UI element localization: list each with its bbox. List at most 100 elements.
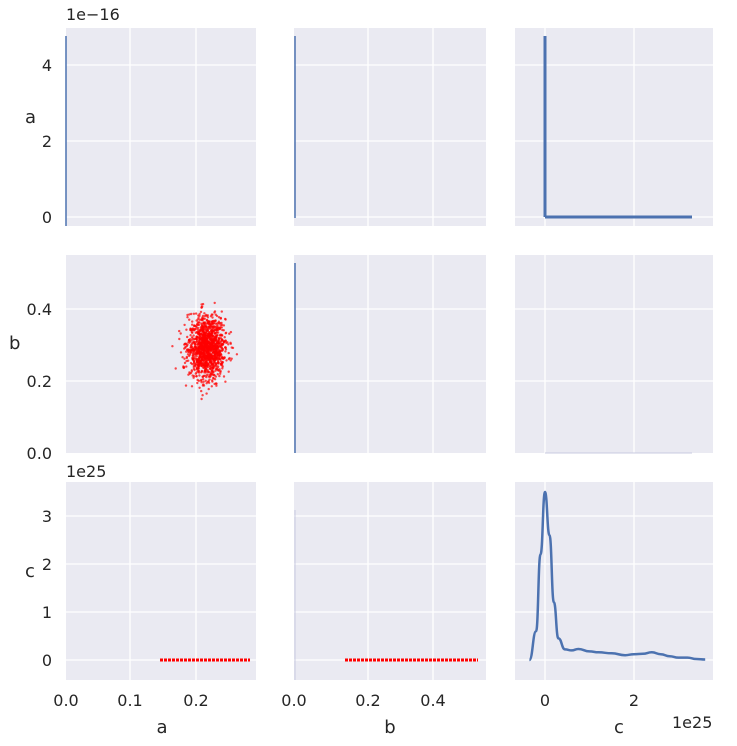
tick-label: 0.2 xyxy=(27,372,52,391)
scatter-point xyxy=(206,358,209,362)
scatter-point xyxy=(213,346,216,349)
scatter-point xyxy=(205,331,208,334)
scatter-point xyxy=(205,318,209,322)
scatter-point xyxy=(219,369,222,373)
scatter-point xyxy=(221,328,224,332)
scatter-point xyxy=(194,352,198,355)
x-ticks-a: 0.0 0.1 0.2 xyxy=(53,691,208,710)
scatter-point xyxy=(235,353,239,356)
scatter-point xyxy=(217,326,220,329)
scatter-point xyxy=(200,397,203,401)
scatter-point xyxy=(206,368,209,372)
scatter-point xyxy=(185,348,189,352)
scatter-point xyxy=(195,323,199,326)
scatter-point xyxy=(206,353,209,357)
scatter-point xyxy=(203,312,206,315)
scatter-point xyxy=(191,357,194,360)
scatter-point xyxy=(215,384,218,387)
scatter-point xyxy=(214,367,218,371)
scatter-point xyxy=(220,323,224,327)
scatter-point xyxy=(205,374,208,377)
scatter-point xyxy=(214,362,218,365)
scatter-point xyxy=(183,323,186,327)
scatter-point xyxy=(207,333,210,336)
scatter-point xyxy=(213,332,217,335)
scatter-point xyxy=(202,338,206,342)
scatter-point xyxy=(201,384,205,387)
scatter-point xyxy=(214,313,217,316)
panel-backgrounds xyxy=(66,28,713,680)
scatter-point xyxy=(185,365,188,368)
x-ticks-c: 0 2 xyxy=(540,691,639,710)
scatter-point xyxy=(195,374,198,378)
scatter-point xyxy=(190,336,194,339)
scatter-point xyxy=(198,338,202,341)
scatter-point xyxy=(212,351,215,354)
tick-label: 3 xyxy=(42,507,52,526)
scatter-point xyxy=(216,373,219,376)
scatter-point xyxy=(202,326,205,329)
scatter-point xyxy=(200,389,203,393)
scatter-point xyxy=(192,361,196,364)
scatter-point xyxy=(192,338,196,341)
scatter-point xyxy=(196,381,199,385)
scatter-point xyxy=(199,355,202,358)
tick-label: 0.4 xyxy=(27,300,52,319)
panel-c-a xyxy=(66,482,256,680)
scatter-point xyxy=(179,332,182,335)
scatter-point xyxy=(213,328,217,332)
scatter-point xyxy=(186,316,189,319)
gridlines xyxy=(66,28,713,680)
x-ticks-b: 0.0 0.2 0.4 xyxy=(281,691,445,710)
scatter-point xyxy=(224,317,227,321)
scatter-point xyxy=(223,336,226,339)
scatter-point xyxy=(201,355,205,358)
scatter-point xyxy=(187,350,190,354)
scatter-point xyxy=(203,354,207,357)
scatter-point xyxy=(202,357,205,361)
scatter-point xyxy=(194,312,198,315)
tick-label: 0.0 xyxy=(27,444,52,463)
scatter-point xyxy=(200,330,203,333)
scatter-point xyxy=(200,369,204,373)
scatter-point xyxy=(204,322,208,326)
scatter-point xyxy=(202,321,205,324)
scatter-point xyxy=(209,323,212,326)
scatter-point xyxy=(212,377,215,380)
scatter-point xyxy=(203,370,206,373)
scatter-point xyxy=(189,327,192,330)
scatter-point xyxy=(182,365,185,368)
scatter-point xyxy=(204,379,207,382)
scatter-point xyxy=(217,316,221,319)
scatter-point xyxy=(222,375,226,378)
scatter-point xyxy=(205,382,208,385)
scatter-point xyxy=(189,350,192,353)
scatter-point xyxy=(184,346,187,349)
scatter-point xyxy=(209,367,212,370)
scatter-point xyxy=(188,318,191,321)
y-ticks-a: 4 2 0 xyxy=(42,56,52,227)
x-axis-label-c: c xyxy=(614,717,624,738)
scatter-point xyxy=(202,380,205,383)
scatter-point xyxy=(230,346,233,349)
scatter-point xyxy=(197,346,200,349)
scatter-point xyxy=(213,301,216,305)
scatter-point xyxy=(208,353,211,356)
scatter-point xyxy=(212,340,215,343)
tick-label: 0.0 xyxy=(53,691,78,710)
scatter-point xyxy=(222,324,226,327)
scatter-point xyxy=(195,319,198,322)
scatter-point xyxy=(216,351,219,354)
offset-label-a: 1e−16 xyxy=(66,5,120,24)
scatter-point xyxy=(220,360,223,363)
scatter-point xyxy=(227,370,230,373)
scatter-point xyxy=(188,313,191,316)
scatter-point xyxy=(210,339,213,343)
tick-label: 2 xyxy=(42,132,52,151)
scatter-point xyxy=(208,347,211,350)
scatter-point xyxy=(185,344,189,348)
scatter-point xyxy=(204,368,207,371)
y-axis-label-c: c xyxy=(25,561,35,582)
scatter-point xyxy=(201,328,205,332)
scatter-point xyxy=(207,341,210,344)
